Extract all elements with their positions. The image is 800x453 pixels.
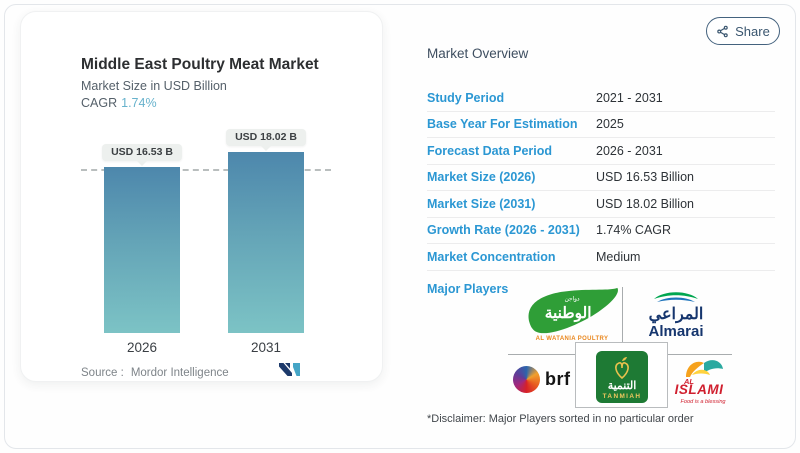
row-label: Market Size (2031) bbox=[427, 196, 536, 211]
table-row: Base Year For Estimation 2025 bbox=[427, 112, 775, 138]
brf-text: brf bbox=[545, 369, 571, 389]
players-divider-horizontal-right bbox=[668, 354, 732, 355]
row-label: Base Year For Estimation bbox=[427, 117, 578, 132]
cagr-label: CAGR bbox=[81, 96, 118, 110]
table-row: Growth Rate (2026 - 2031) 1.74% CAGR bbox=[427, 218, 775, 244]
source-line: Source : Mordor Intelligence bbox=[81, 367, 229, 379]
tanmiah-logo-icon: التنمية TANMIAH bbox=[596, 351, 648, 403]
overview-table: Study Period 2021 - 2031 Base Year For E… bbox=[427, 85, 775, 271]
bar-group-2031: USD 18.02 B bbox=[226, 129, 306, 333]
al-islami-logo-icon: AL ISLAMI Food is a blessing bbox=[675, 360, 726, 405]
bar-value-label-2026: USD 16.53 B bbox=[102, 144, 182, 161]
islami-name: ISLAMI bbox=[675, 382, 724, 397]
bar-value-label-2031: USD 18.02 B bbox=[226, 129, 306, 146]
overview-heading: Market Overview bbox=[427, 46, 529, 61]
row-value: USD 18.02 Billion bbox=[596, 196, 694, 211]
watania-arabic: الوطنية bbox=[545, 305, 592, 322]
chart-title: Middle East Poultry Meat Market bbox=[81, 56, 319, 73]
major-players-label: Major Players bbox=[427, 282, 509, 296]
watania-arabic-small: دواجن bbox=[565, 295, 580, 302]
cagr-value: 1.74% bbox=[121, 96, 157, 110]
row-label: Study Period bbox=[427, 90, 505, 105]
table-row: Market Size (2031) USD 18.02 Billion bbox=[427, 191, 775, 218]
row-label: Forecast Data Period bbox=[427, 143, 553, 158]
disclaimer-text: *Disclaimer: Major Players sorted in no … bbox=[427, 413, 694, 425]
bar-group-2026: USD 16.53 B bbox=[102, 144, 182, 333]
almarai-arabic: المراعي bbox=[649, 306, 704, 324]
bar-2031 bbox=[228, 152, 304, 333]
reference-dashline bbox=[81, 169, 331, 171]
row-value: 2025 bbox=[596, 117, 624, 132]
x-tick-2031: 2031 bbox=[250, 340, 282, 355]
row-value: 2021 - 2031 bbox=[596, 90, 663, 105]
tanmiah-arabic: التنمية bbox=[608, 380, 637, 392]
share-button-label: Share bbox=[735, 23, 770, 39]
share-icon bbox=[717, 25, 728, 37]
players-divider-horizontal-left bbox=[508, 354, 575, 355]
row-value: USD 16.53 Billion bbox=[596, 170, 694, 185]
row-label: Market Size (2026) bbox=[427, 170, 536, 185]
row-value: 2026 - 2031 bbox=[596, 143, 663, 158]
almarai-latin: Almarai bbox=[648, 323, 703, 340]
brf-logo: brf bbox=[513, 366, 571, 393]
table-row: Study Period 2021 - 2031 bbox=[427, 85, 775, 112]
row-label: Growth Rate (2026 - 2031) bbox=[427, 223, 580, 238]
row-value: 1.74% CAGR bbox=[596, 223, 672, 238]
x-tick-2026: 2026 bbox=[126, 340, 158, 355]
mordor-intelligence-logo-icon bbox=[279, 363, 300, 376]
row-value: Medium bbox=[596, 249, 641, 264]
table-row: Market Size (2026) USD 16.53 Billion bbox=[427, 165, 775, 191]
chart-cagr-line: CAGR 1.74% bbox=[81, 96, 157, 110]
tanmiah-latin: TANMIAH bbox=[603, 393, 642, 400]
market-chart-card: Middle East Poultry Meat Market Market S… bbox=[20, 11, 383, 382]
source-value: Mordor Intelligence bbox=[130, 367, 229, 379]
islami-prefix: AL bbox=[683, 377, 694, 386]
table-row: Market Concentration Medium bbox=[427, 244, 775, 271]
row-label: Market Concentration bbox=[427, 249, 556, 264]
al-watania-logo-icon: دواجن الوطنية AL WATANIA POULTRY bbox=[528, 287, 618, 342]
almarai-logo-icon: المراعي Almarai bbox=[648, 292, 704, 340]
share-button[interactable]: Share bbox=[706, 17, 780, 45]
chart-subtitle: Market Size in USD Billion bbox=[81, 79, 227, 93]
table-row: Forecast Data Period 2026 - 2031 bbox=[427, 138, 775, 165]
brf-logo-icon bbox=[513, 366, 540, 393]
bar-2026 bbox=[104, 167, 180, 333]
islami-tagline: Food is a blessing bbox=[680, 399, 726, 405]
watania-caption: AL WATANIA POULTRY bbox=[536, 336, 609, 342]
players-divider-vertical bbox=[622, 287, 623, 342]
source-label: Source : bbox=[81, 367, 124, 379]
